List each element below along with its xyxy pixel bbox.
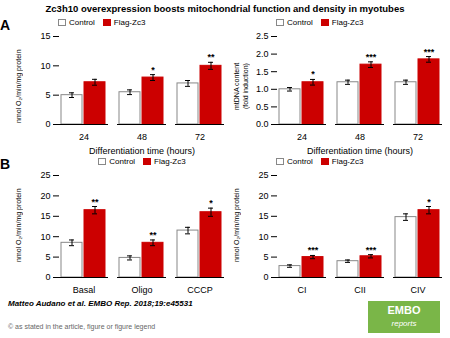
svg-text:20: 20 [258,191,268,201]
html-text:Control: Control [287,157,313,166]
svg-text:***: *** [424,47,435,57]
svg-text:CIV: CIV [410,285,425,295]
svg-text:48: 48 [137,132,147,142]
html-text:Control: Control [69,18,95,27]
html-text:EMBO: EMBO [387,304,421,316]
svg-text:**: ** [91,197,99,207]
html-text:Control: Control [287,18,313,27]
svg-text:15: 15 [40,211,50,221]
html-text:reports: reports [391,319,417,328]
html-text:Control: Control [109,157,136,166]
svg-text:Differentiation time (hours): Differentiation time (hours) [307,146,413,156]
svg-text:5: 5 [45,90,50,100]
svg-text:5: 5 [45,252,50,262]
svg-text:0: 0 [263,272,268,282]
html-text:Flag-Zc3: Flag-Zc3 [331,157,364,166]
svg-text:25: 25 [258,170,268,180]
svg-text:0.0: 0.0 [256,119,269,129]
svg-text:48: 48 [355,132,365,142]
html-text:Flag-Zc3: Flag-Zc3 [331,18,364,27]
svg-text:24: 24 [79,132,89,142]
svg-text:24: 24 [297,132,307,142]
svg-text:1.5: 1.5 [256,67,269,77]
html-text:Flag-Zc3: Flag-Zc3 [154,157,186,166]
svg-text:***: *** [308,245,319,255]
svg-text:**: ** [207,52,215,62]
svg-text:Differentiation time (hours): Differentiation time (hours) [89,146,195,156]
svg-text:2.0: 2.0 [256,49,269,59]
svg-text:Oligo: Oligo [131,285,152,295]
svg-text:*: * [209,198,213,208]
svg-text:15: 15 [40,31,50,41]
svg-text:0: 0 [45,272,50,282]
svg-text:CII: CII [354,285,366,295]
html-text:Flag-Zc3: Flag-Zc3 [113,18,146,27]
html-text:A: A [0,17,11,33]
svg-text:20: 20 [40,191,50,201]
svg-text:10: 10 [40,232,50,242]
html-text:nmol O₂/min/mg protein: nmol O₂/min/mg protein [15,49,22,124]
svg-text:2.5: 2.5 [256,31,269,41]
svg-text:CCCP: CCCP [187,285,213,295]
svg-text:10: 10 [258,232,268,242]
html-text:Zc3h10 overexpression boosts m: Zc3h10 overexpression boosts mitochondri… [45,3,405,14]
svg-text:0.5: 0.5 [256,102,269,112]
html-text:mtDNA content (fold induction): mtDNA content (fold induction) [233,63,249,110]
svg-text:10: 10 [40,61,50,71]
svg-text:***: *** [366,245,377,255]
svg-text:25: 25 [40,170,50,180]
svg-text:*: * [151,65,155,75]
svg-text:15: 15 [258,211,268,221]
html-text:© as stated in the article, fi: © as stated in the article, figure or fi… [8,323,156,330]
svg-text:Basal: Basal [73,285,96,295]
svg-text:*: * [427,197,431,207]
svg-text:**: ** [149,230,157,240]
html-text:Matteo Audano et al. EMBO Rep.: Matteo Audano et al. EMBO Rep. 2018;19:e… [8,299,193,308]
svg-text:CI: CI [298,285,307,295]
html-text:nmol O₂/min/mg protein: nmol O₂/min/mg protein [15,188,22,263]
svg-text:*: * [311,69,315,79]
svg-text:72: 72 [195,132,205,142]
html-text:nmol O₂/min/mg protein: nmol O₂/min/mg protein [233,188,240,263]
svg-text:1.0: 1.0 [256,84,269,94]
svg-text:***: *** [366,52,377,62]
svg-text:5: 5 [263,252,268,262]
html-text:B: B [0,156,11,172]
svg-text:72: 72 [413,132,423,142]
svg-text:0: 0 [45,119,50,129]
